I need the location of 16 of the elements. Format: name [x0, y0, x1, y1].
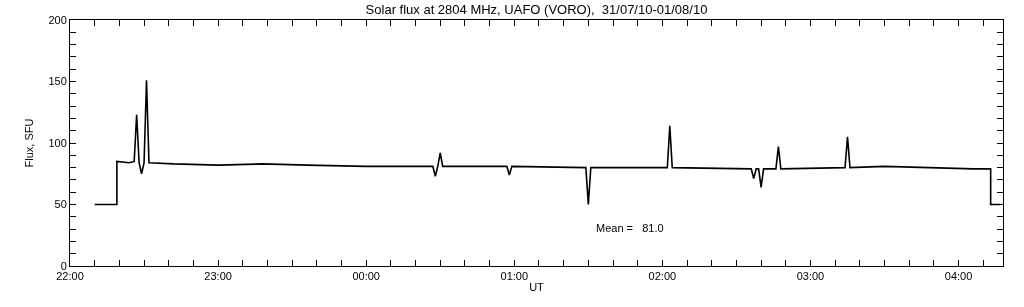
chart-title: Solar flux at 2804 MHz, UAFO (VORO), 31/07/10-01/08/10	[365, 1, 708, 17]
x-tick-label: 04:00	[944, 270, 973, 283]
x-tick-label: 02:00	[648, 270, 677, 283]
x-tick-label: 01:00	[500, 270, 529, 283]
x-tick-label: 03:00	[796, 270, 825, 283]
x-tick-label: 00:00	[352, 270, 380, 283]
y-tick-label: 100	[48, 136, 67, 149]
x-tick-label: 22:00	[56, 270, 84, 283]
y-tick-label: 0	[60, 259, 67, 272]
annotation: Mean = 81.0	[596, 222, 664, 234]
x-tick-label: 23:00	[204, 270, 232, 283]
y-tick-label: 200	[48, 13, 67, 26]
x-axis-title: UT	[529, 281, 545, 294]
y-axis-title: Flux, SFU	[23, 118, 36, 168]
y-tick-label: 150	[48, 75, 67, 88]
y-tick-label: 50	[54, 198, 67, 211]
